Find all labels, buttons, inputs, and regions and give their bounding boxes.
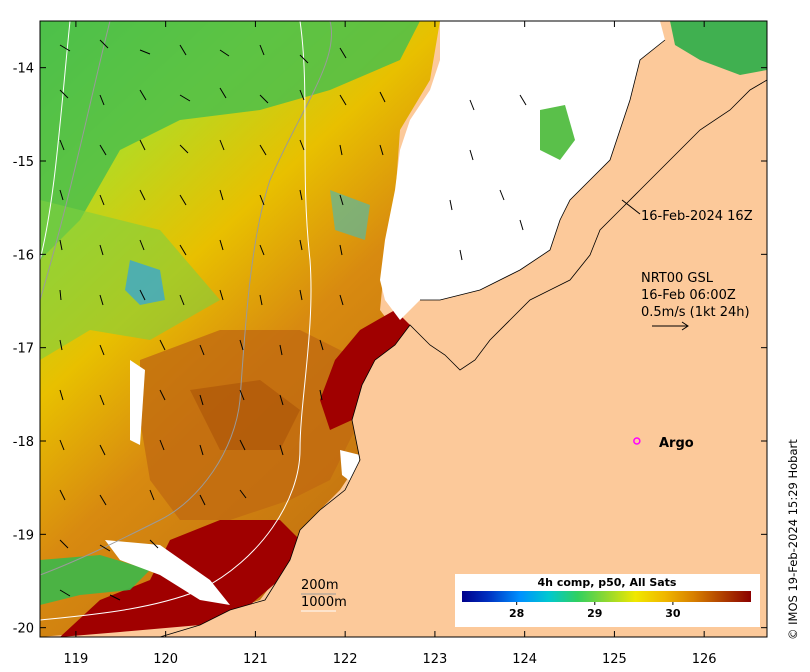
contour-label-1000m: 1000m	[301, 595, 347, 610]
x-tick-label: 123	[422, 652, 447, 667]
current-scale-arrow	[652, 321, 689, 331]
plot-frame	[39, 20, 768, 638]
y-tick-label: -14	[13, 62, 34, 77]
land-mass	[159, 21, 767, 637]
contour-200m	[40, 21, 332, 576]
colorbar-title: 4h comp, p50, All Sats	[538, 576, 677, 589]
contour-1000m	[40, 21, 312, 621]
colorbar: 4h comp, p50, All Sats 28 29 30	[455, 574, 760, 627]
x-tick-label: 122	[333, 652, 358, 667]
colorbar-tick-label: 30	[665, 607, 681, 620]
cool-patch	[330, 190, 370, 240]
current-vectors	[59, 39, 527, 601]
x-tick-label: 121	[243, 652, 268, 667]
colorbar-tick-label: 28	[509, 607, 524, 620]
contour-label-200m: 200m	[301, 578, 338, 593]
argo-marker[interactable]	[633, 437, 641, 445]
current-legend-line3: 0.5m/s (1kt 24h)	[641, 305, 750, 320]
y-tick-label: -20	[13, 622, 34, 637]
green-patch	[40, 555, 150, 605]
current-legend-line1: NRT00 GSL	[641, 271, 714, 286]
colorbar-gradient	[462, 591, 751, 602]
x-tick-label: 120	[153, 652, 178, 667]
y-axis: -14 -15 -16 -17 -18 -19 -20	[13, 62, 767, 637]
x-axis: 119 120 121 122 123 124 125 126	[63, 21, 717, 667]
green-patch	[670, 21, 767, 75]
green-patch	[40, 21, 420, 260]
credit-text: © IMOS 19-Feb-2024 15:29 Hobart	[786, 439, 800, 640]
y-tick-label: -17	[13, 342, 34, 357]
y-tick-label: -16	[13, 248, 34, 263]
track-pointer-line	[621, 199, 641, 215]
argo-label: Argo	[659, 436, 694, 451]
no-data-area	[380, 21, 665, 320]
y-tick-label: -15	[13, 155, 34, 170]
green-patch	[540, 105, 575, 160]
y-tick-label: -19	[13, 528, 34, 543]
sst-field	[40, 21, 440, 637]
contour-1000m	[40, 21, 71, 261]
x-tick-label: 126	[692, 652, 717, 667]
map-area	[40, 21, 767, 637]
x-tick-label: 124	[512, 652, 537, 667]
track-label: 16-Feb-2024 16Z	[641, 209, 753, 224]
contour-200m	[40, 21, 111, 301]
cool-patch	[125, 260, 165, 305]
current-legend-line2: 16-Feb 06:00Z	[641, 288, 736, 303]
y-tick-label: -18	[13, 435, 34, 450]
no-data-area	[130, 360, 145, 445]
no-data-area	[105, 540, 230, 605]
x-tick-label: 125	[602, 652, 627, 667]
x-tick-label: 119	[63, 652, 88, 667]
warm-patch	[190, 380, 300, 450]
coastline	[420, 39, 666, 301]
hot-patch	[320, 310, 410, 430]
colorbar-ticks: 28 29 30	[509, 602, 681, 620]
colorbar-tick-label: 29	[587, 607, 602, 620]
